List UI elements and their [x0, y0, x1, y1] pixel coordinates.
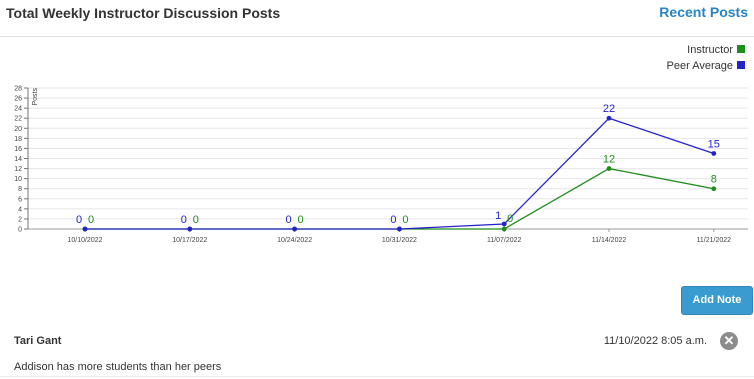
y-axis-title: Posts: [32, 88, 39, 106]
data-point: [187, 226, 193, 232]
x-tick-label: 10/24/2022: [277, 237, 312, 244]
y-tick-label: 0: [18, 227, 22, 234]
y-tick-label: 28: [14, 86, 22, 93]
chart-legend: Instructor Peer Average: [667, 42, 745, 74]
data-label: 8: [711, 174, 717, 186]
y-tick-label: 20: [14, 126, 22, 133]
recent-posts-link[interactable]: Recent Posts: [659, 4, 748, 20]
series-line-1: [85, 117, 715, 230]
data-label: 0: [286, 214, 292, 226]
y-tick-label: 26: [14, 96, 22, 103]
note-author: Tari Gant: [14, 335, 62, 347]
note-text: Addison has more students than her peers: [14, 361, 222, 373]
add-note-button[interactable]: Add Note: [681, 286, 753, 315]
y-tick-label: 10: [14, 176, 22, 183]
y-tick-label: 16: [14, 146, 22, 153]
y-tick-label: 18: [14, 136, 22, 143]
data-point: [501, 226, 507, 232]
data-label: 0: [193, 214, 199, 226]
y-tick-label: 2: [18, 216, 22, 223]
data-point: [606, 166, 612, 171]
y-tick-label: 12: [14, 166, 22, 173]
data-label: 0: [76, 214, 82, 226]
data-label: 0: [390, 214, 396, 226]
x-tick-label: 10/17/2022: [172, 237, 207, 244]
x-tick-label: 11/07/2022: [487, 237, 522, 244]
data-point: [711, 186, 717, 192]
data-point: [397, 226, 402, 232]
data-label: 0: [402, 214, 408, 226]
y-tick-label: 24: [14, 106, 22, 113]
y-tick-label: 22: [14, 116, 22, 123]
data-label: 0: [507, 213, 513, 225]
data-label: 12: [603, 154, 615, 166]
y-tick-label: 8: [18, 186, 22, 193]
x-tick-label: 11/21/2022: [697, 237, 732, 244]
legend-label: Peer Average: [666, 60, 733, 72]
divider: [0, 376, 754, 377]
y-tick-label: 4: [18, 206, 22, 213]
data-label: 1: [495, 210, 501, 222]
data-point: [501, 221, 507, 227]
x-tick-label: 10/31/2022: [382, 237, 417, 244]
legend-swatch: [737, 61, 745, 69]
x-tick-label: 11/14/2022: [592, 237, 627, 244]
data-point: [711, 151, 717, 156]
legend-item-peer-average[interactable]: Peer Average: [667, 58, 745, 74]
legend-label: Instructor: [687, 44, 733, 56]
y-tick-label: 6: [18, 196, 22, 203]
data-label: 0: [298, 214, 304, 226]
data-label: 0: [88, 214, 94, 226]
header: Total Weekly Instructor Discussion Posts…: [0, 0, 754, 37]
data-label: 22: [603, 103, 615, 115]
data-label: 15: [708, 138, 720, 150]
y-tick-label: 14: [14, 156, 22, 163]
note-timestamp: 11/10/2022 8:05 a.m.: [603, 335, 707, 347]
legend-item-instructor[interactable]: Instructor: [667, 42, 745, 58]
x-tick-label: 10/10/2022: [67, 237, 102, 244]
legend-swatch: [737, 45, 745, 53]
data-point: [606, 115, 612, 121]
data-label: 0: [181, 214, 187, 226]
page-title: Total Weekly Instructor Discussion Posts: [6, 5, 281, 21]
close-icon[interactable]: ✕: [720, 332, 738, 350]
data-point: [292, 226, 297, 232]
data-point: [82, 226, 88, 232]
